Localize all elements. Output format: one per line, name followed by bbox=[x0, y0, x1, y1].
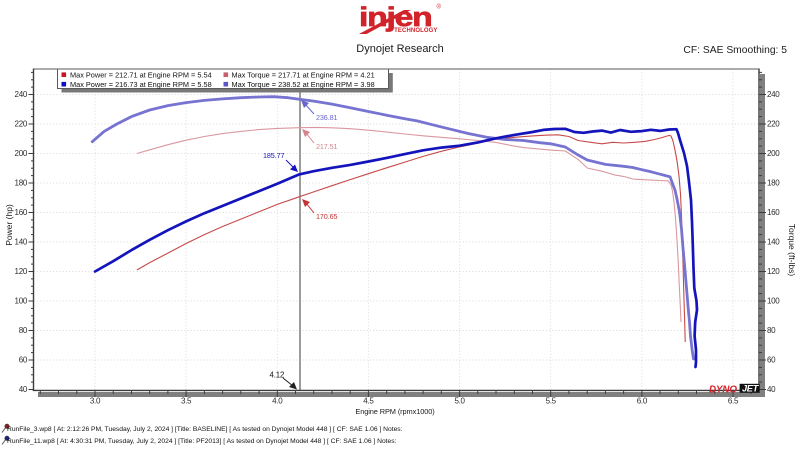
svg-text:4.0: 4.0 bbox=[272, 397, 283, 406]
svg-text:180: 180 bbox=[15, 179, 28, 188]
svg-text:200: 200 bbox=[15, 149, 28, 158]
svg-text:RunFile_3.wp8 [ At: 2:12:26 PM: RunFile_3.wp8 [ At: 2:12:26 PM, Tuesday,… bbox=[7, 426, 403, 433]
svg-text:180: 180 bbox=[767, 179, 780, 188]
svg-text:Max Power = 212.71 at Engine R: Max Power = 212.71 at Engine RPM = 5.54 bbox=[70, 70, 212, 79]
svg-text:6.5: 6.5 bbox=[728, 397, 739, 406]
svg-text:217.51: 217.51 bbox=[316, 142, 337, 151]
svg-text:6.0: 6.0 bbox=[637, 397, 648, 406]
svg-text:80: 80 bbox=[19, 326, 28, 335]
svg-text:RunFile_11.wp8 [ At: 4:30:31 P: RunFile_11.wp8 [ At: 4:30:31 PM, Tuesday… bbox=[7, 438, 397, 445]
svg-text:40: 40 bbox=[19, 385, 28, 394]
svg-text:220: 220 bbox=[15, 120, 28, 129]
svg-text:Torque (ft-lbs): Torque (ft-lbs) bbox=[787, 224, 797, 277]
svg-text:100: 100 bbox=[15, 297, 28, 306]
svg-text:4.12: 4.12 bbox=[270, 371, 285, 380]
svg-text:240: 240 bbox=[767, 90, 780, 99]
svg-text:5.5: 5.5 bbox=[546, 397, 557, 406]
svg-text:236.81: 236.81 bbox=[316, 113, 337, 122]
svg-text:60: 60 bbox=[767, 356, 776, 365]
svg-text:Engine RPM (rpmx1000): Engine RPM (rpmx1000) bbox=[355, 407, 434, 416]
svg-text:Max Power = 216.73 at Engine R: Max Power = 216.73 at Engine RPM = 5.58 bbox=[70, 80, 212, 89]
svg-text:DYNO: DYNO bbox=[709, 385, 737, 396]
svg-text:120: 120 bbox=[767, 267, 780, 276]
svg-text:Max Torque = 238.52 at Engine: Max Torque = 238.52 at Engine RPM = 3.98 bbox=[232, 80, 375, 89]
svg-text:5.0: 5.0 bbox=[454, 397, 465, 406]
svg-text:100: 100 bbox=[767, 297, 780, 306]
svg-text:®: ® bbox=[437, 4, 442, 11]
svg-text:170.65: 170.65 bbox=[316, 212, 337, 221]
svg-text:Power (hp): Power (hp) bbox=[4, 204, 14, 246]
svg-text:CF: SAE Smoothing: 5: CF: SAE Smoothing: 5 bbox=[683, 45, 787, 56]
svg-text:120: 120 bbox=[15, 267, 28, 276]
svg-text:Max Torque = 217.71 at Engine: Max Torque = 217.71 at Engine RPM = 4.21 bbox=[232, 70, 375, 79]
svg-text:JET: JET bbox=[742, 384, 760, 394]
svg-text:140: 140 bbox=[15, 238, 28, 247]
svg-text:TECHNOLOGY: TECHNOLOGY bbox=[394, 28, 437, 34]
svg-text:60: 60 bbox=[19, 356, 28, 365]
svg-text:200: 200 bbox=[767, 149, 780, 158]
svg-text:3.0: 3.0 bbox=[90, 397, 101, 406]
svg-text:Dynojet Research: Dynojet Research bbox=[356, 43, 443, 55]
svg-text:140: 140 bbox=[767, 238, 780, 247]
svg-text:4.5: 4.5 bbox=[363, 397, 374, 406]
svg-text:80: 80 bbox=[767, 326, 776, 335]
svg-text:160: 160 bbox=[15, 208, 28, 217]
svg-text:240: 240 bbox=[15, 90, 28, 99]
svg-text:185.77: 185.77 bbox=[263, 151, 284, 160]
svg-text:40: 40 bbox=[767, 385, 776, 394]
svg-text:160: 160 bbox=[767, 208, 780, 217]
svg-text:3.5: 3.5 bbox=[181, 397, 192, 406]
svg-text:220: 220 bbox=[767, 120, 780, 129]
